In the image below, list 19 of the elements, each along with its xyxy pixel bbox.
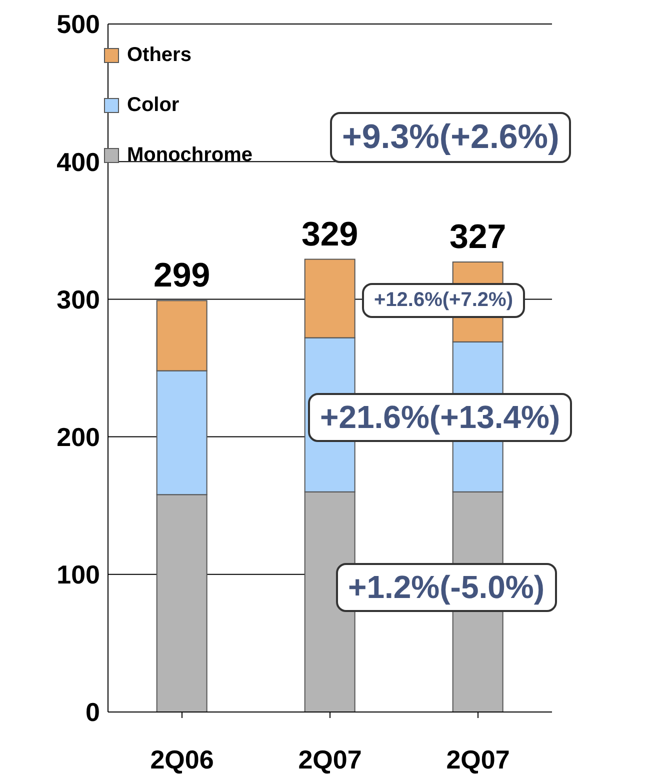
y-tick-label: 400 bbox=[56, 146, 100, 177]
annotation: +1.2%(-5.0%) bbox=[336, 563, 557, 612]
legend-label: Monochrome bbox=[127, 144, 253, 166]
y-tick-label: 200 bbox=[56, 422, 100, 452]
annotation: +21.6%(+13.4%) bbox=[308, 393, 572, 442]
y-tick-label: 0 bbox=[86, 697, 100, 728]
total-label: 299 bbox=[153, 256, 210, 295]
annotation: +12.6%(+7.2%) bbox=[362, 283, 525, 318]
legend-label: Color bbox=[127, 94, 180, 116]
annotation: +9.3%(+2.6%) bbox=[330, 112, 572, 163]
y-tick-label: 300 bbox=[56, 284, 100, 314]
total-label: 329 bbox=[301, 215, 358, 254]
x-tick-label: 2Q07 bbox=[446, 744, 510, 774]
legend-label: Others bbox=[127, 44, 192, 66]
x-tick-label: 2Q06 bbox=[150, 744, 214, 774]
x-tick-label: 2Q07 bbox=[298, 744, 362, 774]
total-label: 327 bbox=[449, 218, 506, 256]
y-tick-label: 500 bbox=[56, 9, 100, 40]
y-tick-label: 100 bbox=[56, 560, 100, 590]
